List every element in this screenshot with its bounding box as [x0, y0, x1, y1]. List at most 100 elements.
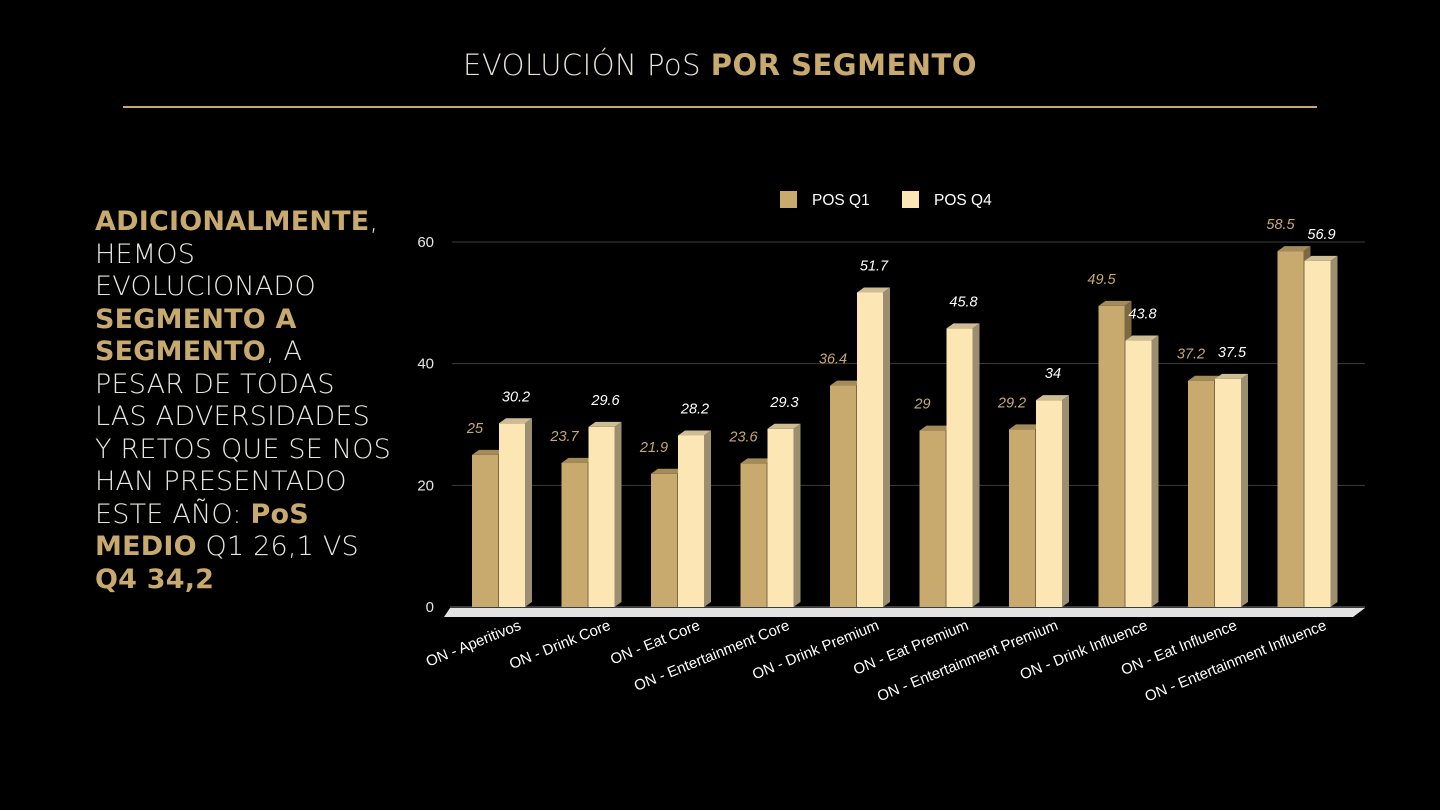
bar-face — [830, 385, 856, 607]
legend-label: POS Q1 — [812, 192, 870, 209]
bar-top — [1125, 335, 1159, 341]
chart-floor — [444, 608, 1365, 617]
data-label: 30.2 — [502, 389, 530, 405]
bar-side — [525, 418, 532, 607]
bar-top — [830, 380, 863, 386]
bar-top — [857, 287, 890, 293]
legend-swatch — [902, 191, 919, 208]
data-label: 29.3 — [769, 395, 798, 411]
bar-face — [651, 473, 677, 607]
bar-q4 — [1036, 395, 1069, 607]
title-regular: EVOLUCIÓN PoS — [463, 48, 702, 82]
data-label: 37.2 — [1177, 347, 1205, 363]
bar-side — [883, 287, 890, 607]
side-text-6: Q1 26,1 VS — [196, 531, 359, 562]
bar-q4 — [1125, 335, 1159, 607]
y-tick-label: 60 — [417, 234, 434, 251]
bar-top — [588, 421, 622, 427]
bar-face — [946, 328, 973, 607]
data-label: 36.4 — [819, 352, 847, 368]
bar-top — [499, 418, 532, 424]
bar-q4 — [588, 421, 622, 607]
bar-side — [1330, 255, 1338, 607]
bar-face — [740, 463, 767, 607]
data-label: 34 — [1045, 366, 1061, 382]
bar-face — [1304, 260, 1331, 607]
bar-face — [472, 454, 498, 607]
side-text-bold-5: PoS MEDIO — [95, 498, 309, 563]
title-divider — [123, 106, 1317, 108]
bar-top — [1009, 424, 1042, 430]
y-tick-label: 20 — [417, 477, 434, 494]
data-label: 58.5 — [1266, 217, 1295, 233]
y-tick-label: 40 — [417, 356, 434, 373]
data-label: 37.5 — [1218, 345, 1247, 361]
bar-q4 — [857, 287, 890, 607]
bar-side — [704, 430, 711, 607]
data-label: 45.8 — [949, 294, 977, 310]
data-label: 56.9 — [1307, 227, 1335, 243]
side-text-bold-3: SEGMENTO A SEGMENTO — [95, 303, 297, 368]
data-label: 23.7 — [549, 429, 579, 445]
bar-face — [1125, 340, 1152, 607]
data-label: 29.2 — [997, 395, 1026, 411]
data-label: 29 — [913, 397, 930, 413]
bar-q4 — [678, 430, 711, 607]
bar-face — [1098, 305, 1125, 607]
bar-face — [588, 426, 615, 607]
bar-face — [1277, 251, 1304, 607]
bar-face — [1009, 429, 1035, 607]
bar-face — [499, 423, 525, 607]
data-label: 21.9 — [639, 440, 668, 456]
bar-side — [1062, 395, 1069, 607]
category-label: ON - Drink Core — [507, 617, 613, 673]
legend-swatch — [780, 191, 797, 208]
bar-top — [1215, 373, 1248, 379]
bar-q4 — [1304, 255, 1338, 607]
bar-q4 — [1215, 373, 1248, 607]
bar-face — [1188, 380, 1214, 607]
data-label: 23.6 — [728, 429, 758, 445]
bar-face — [767, 428, 794, 607]
bar-face — [1036, 400, 1062, 607]
side-text-bold-1: ADICIONALMENTE — [95, 206, 370, 237]
side-text-bold-7: Q4 34,2 — [95, 563, 215, 595]
category-label: ON - Entertainment Core — [632, 617, 792, 695]
bar-top — [651, 468, 684, 474]
slide-title: EVOLUCIÓN PoS POR SEGMENTO — [0, 48, 1440, 82]
bar-top — [767, 423, 801, 429]
bar-side — [614, 421, 622, 607]
side-text-4: , A PESAR DE TODAS LAS ADVERSIDADES Y RE… — [95, 336, 391, 530]
bar-top — [946, 323, 980, 329]
bar-side — [972, 323, 980, 607]
bar-side — [793, 423, 801, 607]
side-text-2: , HEMOS EVOLUCIONADO — [95, 206, 379, 302]
bar-q4 — [499, 418, 532, 607]
bar-face — [857, 292, 883, 607]
bar-top — [1277, 246, 1311, 252]
y-tick-label: 0 — [426, 599, 434, 616]
bar-face — [1215, 378, 1241, 607]
data-label: 25 — [466, 421, 484, 437]
bar-side — [1241, 373, 1248, 607]
bar-top — [1036, 395, 1069, 401]
data-label: 43.8 — [1128, 307, 1156, 323]
bar-top — [678, 430, 711, 436]
bar-face — [678, 435, 704, 607]
bar-top — [472, 449, 505, 455]
bar-face — [919, 430, 946, 607]
data-label: 29.6 — [590, 393, 620, 409]
legend-label: POS Q4 — [934, 192, 992, 209]
bar-q4 — [946, 323, 980, 607]
side-text: ADICIONALMENTE, HEMOS EVOLUCIONADO SEGMEN… — [95, 206, 395, 596]
data-label: 49.5 — [1087, 272, 1116, 288]
bar-top — [740, 458, 774, 464]
bar-side — [1151, 335, 1159, 607]
bar-top — [561, 457, 595, 463]
bar-top — [1304, 255, 1338, 261]
title-bold: POR SEGMENTO — [710, 48, 977, 82]
bar-top — [1188, 375, 1221, 381]
data-label: 51.7 — [860, 258, 889, 274]
bar-top — [919, 425, 953, 431]
